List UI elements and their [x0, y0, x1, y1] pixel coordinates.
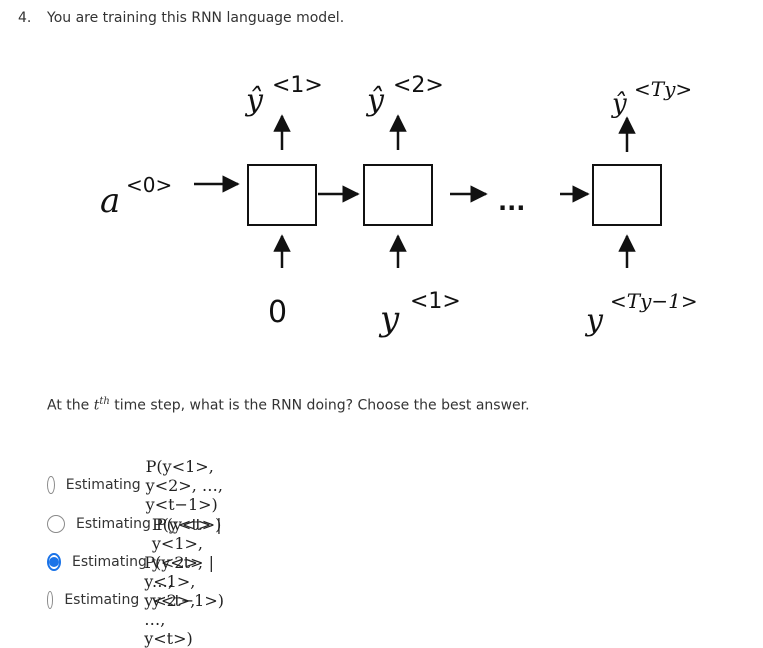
- option-math: P(y<t> | y<1>, y<2>, …, y<t>): [144, 552, 214, 648]
- prompt-var: t: [93, 397, 100, 414]
- input-2-sup: <1>: [410, 289, 461, 314]
- radio-button-selected[interactable]: [47, 553, 61, 571]
- rnn-cell-last: [592, 164, 662, 226]
- option-label: Estimating: [64, 592, 140, 608]
- question-number: 4.: [18, 10, 32, 26]
- input-last-base: y: [584, 303, 604, 338]
- rnn-cell-1: [247, 164, 317, 226]
- option-2[interactable]: Estimating P(y<t>): [47, 512, 221, 536]
- option-label: Estimating: [76, 516, 151, 532]
- radio-button[interactable]: [47, 476, 55, 494]
- input-2-base: y: [378, 299, 400, 339]
- output-1-sup: <1>: [272, 73, 323, 98]
- input-1-base: 0: [268, 295, 287, 330]
- question-title: You are training this RNN language model…: [47, 10, 345, 26]
- a0-label: a: [100, 181, 120, 221]
- rnn-diagram: a <0> ... ŷ <1> ŷ <2> ŷ <Ty> 0 y <1> y <…: [100, 73, 698, 339]
- option-math: P(y<t>): [155, 514, 222, 534]
- option-label: Estimating: [72, 554, 147, 570]
- output-last-sup: <Ty>: [634, 77, 692, 101]
- radio-button[interactable]: [47, 591, 54, 609]
- option-3[interactable]: Estimating P(y<t> | y<1>, y<2>, …, y<t−1…: [47, 515, 228, 610]
- ellipsis: ...: [498, 188, 525, 216]
- prompt-var-sup: th: [99, 396, 110, 407]
- output-1-base: ŷ: [244, 83, 264, 118]
- option-4[interactable]: Estimating P(y<t> | y<1>, y<2>, …, y<t>): [47, 553, 215, 648]
- radio-dot-icon: [49, 557, 59, 567]
- output-2-base: ŷ: [365, 83, 385, 118]
- prompt-before: At the: [47, 397, 94, 414]
- option-math: P(y<1>, y<2>, …, y<t−1>): [145, 456, 223, 514]
- prompt-after: time step, what is the RNN doing? Choose…: [109, 397, 530, 414]
- output-last-base: ŷ: [611, 89, 627, 119]
- a0-sup: <0>: [126, 173, 172, 197]
- question-prompt: At the tth time step, what is the RNN do…: [47, 396, 530, 414]
- option-1[interactable]: Estimating P(y<1>, y<2>, …, y<t−1>): [47, 457, 228, 514]
- radio-button[interactable]: [47, 515, 65, 533]
- option-math: P(y<t> | y<1>, y<2>, …, y<t−1>): [151, 514, 224, 610]
- rnn-cell-2: [363, 164, 433, 226]
- input-last-sup: <Ty−1>: [610, 289, 698, 313]
- option-label: Estimating: [65, 477, 141, 493]
- output-2-sup: <2>: [393, 73, 444, 98]
